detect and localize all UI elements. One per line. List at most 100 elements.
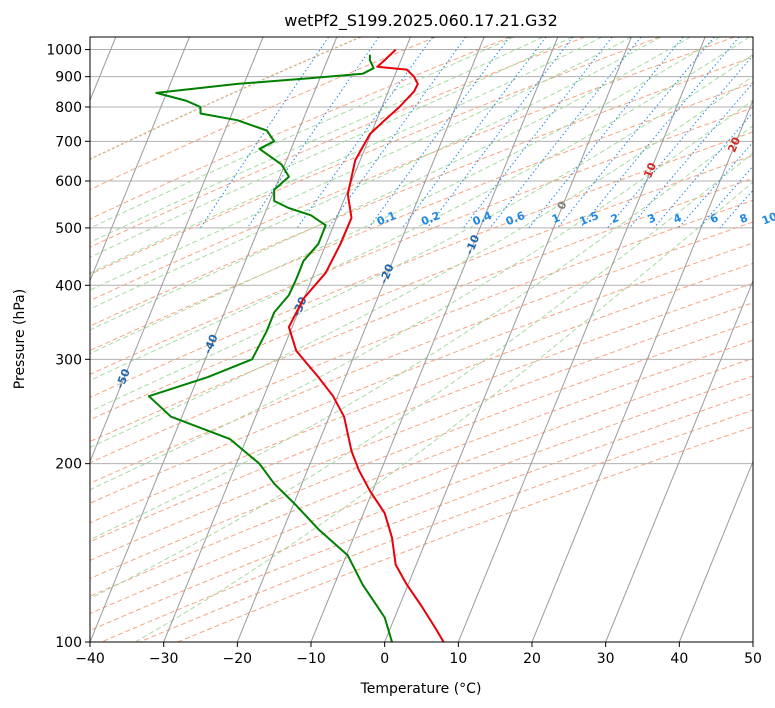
mixing-ratio-lines xyxy=(199,37,753,229)
reference-curve xyxy=(90,37,362,161)
moist-adiabat-line xyxy=(90,53,753,412)
y-tick-label: 200 xyxy=(55,457,82,473)
dry-adiabat-line xyxy=(90,37,511,220)
mixing-ratio-line xyxy=(246,37,380,229)
dry-adiabat-line xyxy=(90,199,753,464)
mixing-ratio-line xyxy=(557,37,715,229)
isotherm-line xyxy=(310,37,559,642)
x-tick-label: −40 xyxy=(75,651,105,667)
isotherm-line xyxy=(163,37,411,642)
isotherm-line xyxy=(531,98,753,642)
x-tick-label: −10 xyxy=(296,651,326,667)
moist-adiabat-line xyxy=(90,37,721,355)
dry-adiabat-line xyxy=(90,107,753,375)
y-axis: 100 200 300 400 500 600 700 800 900 1000 xyxy=(46,43,90,651)
isotherm-line xyxy=(605,279,753,642)
moist-adiabat-line xyxy=(90,37,662,310)
isotherm-line xyxy=(236,37,485,642)
mixing-ratio-label: 8 xyxy=(738,211,750,226)
dry-adiabat-line xyxy=(90,177,753,443)
dry-adiabat-line xyxy=(90,154,753,421)
dry-adiabat-line xyxy=(90,37,436,191)
dry-adiabat-line xyxy=(90,37,660,275)
dry-adiabat-line xyxy=(90,282,753,543)
dry-adiabat-line xyxy=(90,82,753,352)
dry-adiabat-line xyxy=(90,56,753,327)
isotherm-label: -20 xyxy=(377,262,397,286)
isotherm-label: 20 xyxy=(725,135,743,154)
mixing-ratio-line xyxy=(579,37,740,229)
y-tick-label: 700 xyxy=(55,134,82,150)
y-tick-label: 900 xyxy=(55,70,82,86)
isotherms xyxy=(90,37,753,642)
moist-adiabat-line xyxy=(90,152,753,600)
y-tick-label: 600 xyxy=(55,174,82,190)
mixing-ratio-line xyxy=(327,37,467,229)
moist-adiabat-line xyxy=(90,124,753,541)
moist-adiabat-line xyxy=(90,99,753,491)
dry-adiabat-line xyxy=(90,37,735,302)
temperature-profile xyxy=(287,48,445,642)
isotherm-label: -50 xyxy=(113,367,133,391)
mixing-ratio-line xyxy=(463,37,613,229)
isotherm-label: -60 xyxy=(19,418,39,442)
mixing-ratio-line xyxy=(296,37,434,229)
mixing-ratio-line xyxy=(719,189,753,229)
moist-adiabat-line xyxy=(90,37,514,229)
y-tick-label: 800 xyxy=(55,100,82,116)
isotherm-label: 10 xyxy=(641,160,659,179)
x-tick-label: 10 xyxy=(449,651,467,667)
moist-adiabat-line xyxy=(90,37,691,331)
mixing-ratio-label: 2 xyxy=(609,211,621,226)
dewpoint-profile xyxy=(147,54,393,642)
isotherm-line xyxy=(90,37,190,283)
y-tick-label: 1000 xyxy=(46,43,82,59)
dry-adiabats xyxy=(90,37,753,642)
mixing-ratio-line xyxy=(402,37,547,229)
y-tick-label: 100 xyxy=(55,635,82,651)
moist-adiabat-line xyxy=(135,181,753,642)
dry-adiabat-line xyxy=(139,409,753,642)
x-tick-label: 20 xyxy=(523,651,541,667)
mixing-ratio-label: 6 xyxy=(708,211,720,226)
x-tick-label: −30 xyxy=(149,651,179,667)
mixing-ratio-label: 0.6 xyxy=(504,209,527,228)
isotherm-line xyxy=(752,640,753,642)
mixing-ratio-line xyxy=(368,37,510,229)
mixing-ratio-label: 4 xyxy=(672,211,684,226)
moist-adiabat-line xyxy=(90,37,603,274)
y-tick-label: 300 xyxy=(55,352,82,368)
isotherm-label: 0 xyxy=(555,199,570,211)
y-tick-label: 400 xyxy=(55,278,82,294)
x-tick-label: 50 xyxy=(744,651,762,667)
mixing-ratio-line xyxy=(199,37,330,229)
isotherm-line xyxy=(90,37,264,463)
isotherm-line xyxy=(384,37,632,642)
moist-adiabat-line xyxy=(90,37,750,381)
mixing-ratio-line xyxy=(489,37,642,229)
x-tick-label: 30 xyxy=(597,651,615,667)
y-axis-label: Pressure (hPa) xyxy=(12,289,28,389)
dry-adiabat-line xyxy=(101,392,753,642)
moist-adiabat-line xyxy=(90,75,753,449)
x-tick-label: −20 xyxy=(223,651,253,667)
isotherm-line xyxy=(457,37,706,642)
moist-adiabat-line xyxy=(90,37,573,258)
moist-adiabats xyxy=(90,37,753,642)
x-tick-label: 40 xyxy=(670,651,688,667)
dry-adiabat-line xyxy=(90,357,753,615)
x-tick-label: 0 xyxy=(380,651,389,667)
mixing-ratio-line xyxy=(653,111,753,229)
dry-adiabat-line xyxy=(90,242,753,504)
profiles xyxy=(147,48,445,642)
mixing-ratio-line xyxy=(678,141,753,229)
x-axis: −40 −30 −20 −10 0 10 20 30 40 50 xyxy=(75,642,762,667)
mixing-ratio-label: 1 xyxy=(550,211,562,226)
dry-adiabat-line xyxy=(90,375,753,631)
chart-title: wetPf2_S199.2025.060.17.21.G32 xyxy=(284,11,558,31)
y-tick-label: 500 xyxy=(55,221,82,237)
moist-adiabat-line xyxy=(90,37,632,291)
